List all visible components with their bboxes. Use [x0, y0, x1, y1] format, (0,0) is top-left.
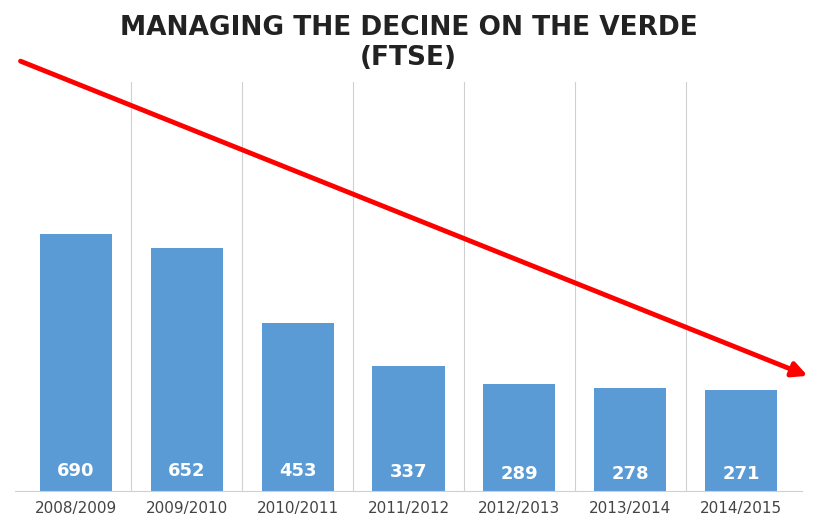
- Bar: [594, 388, 666, 491]
- Text: 453: 453: [279, 462, 317, 480]
- Bar: [705, 390, 777, 491]
- Text: 337: 337: [389, 463, 427, 481]
- Bar: [372, 366, 444, 491]
- Bar: [262, 323, 334, 491]
- Text: 289: 289: [501, 465, 538, 483]
- Bar: [40, 234, 112, 491]
- Text: 652: 652: [168, 462, 205, 480]
- Text: 271: 271: [722, 465, 760, 483]
- Bar: [151, 249, 222, 491]
- Text: 690: 690: [57, 462, 95, 480]
- Title: MANAGING THE DECINE ON THE VERDE
(FTSE): MANAGING THE DECINE ON THE VERDE (FTSE): [119, 15, 698, 71]
- Bar: [483, 384, 555, 491]
- Text: 278: 278: [611, 465, 649, 483]
